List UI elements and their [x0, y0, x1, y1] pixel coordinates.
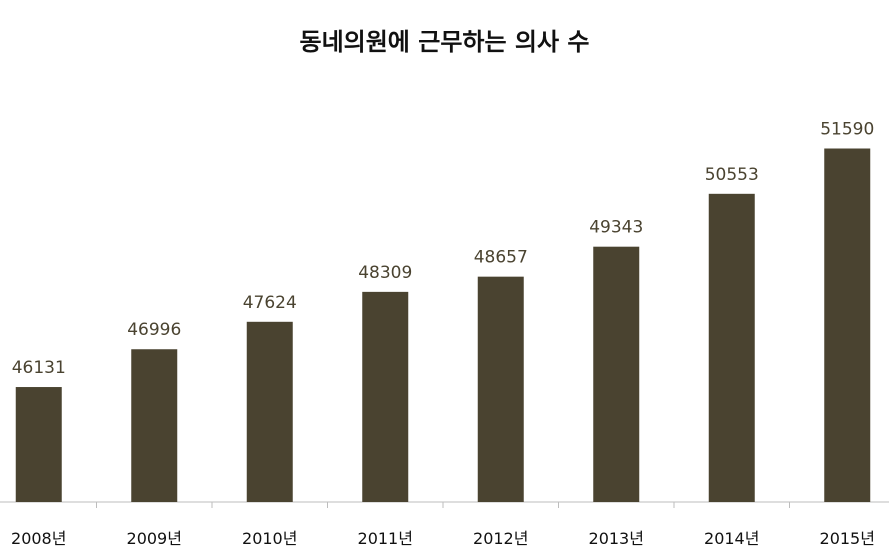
- bar-5: [593, 246, 640, 502]
- category-label-5: 2013년: [589, 529, 644, 548]
- value-label-5: 49343: [589, 218, 643, 238]
- value-label-0: 46131: [12, 358, 66, 378]
- bar-4: [477, 276, 524, 502]
- value-label-3: 48309: [358, 263, 412, 283]
- bar-1: [131, 349, 178, 502]
- bar-2: [246, 321, 293, 502]
- category-label-7: 2015년: [820, 529, 875, 548]
- category-label-0: 2008년: [11, 529, 66, 548]
- bar-7: [824, 148, 871, 502]
- bar-6: [708, 193, 755, 502]
- value-label-6: 50553: [705, 165, 759, 185]
- value-label-2: 47624: [243, 293, 297, 313]
- category-label-2: 2010년: [242, 529, 297, 548]
- category-label-6: 2014년: [704, 529, 759, 548]
- category-label-3: 2011년: [358, 529, 413, 548]
- chart-title: 동네의원에 근무하는 의사 수: [299, 28, 590, 56]
- category-label-1: 2009년: [127, 529, 182, 548]
- bar-3: [362, 291, 409, 502]
- bar-0: [15, 387, 62, 502]
- value-label-4: 48657: [474, 248, 528, 268]
- category-label-4: 2012년: [473, 529, 528, 548]
- value-label-7: 51590: [820, 120, 874, 140]
- value-label-1: 46996: [127, 320, 181, 340]
